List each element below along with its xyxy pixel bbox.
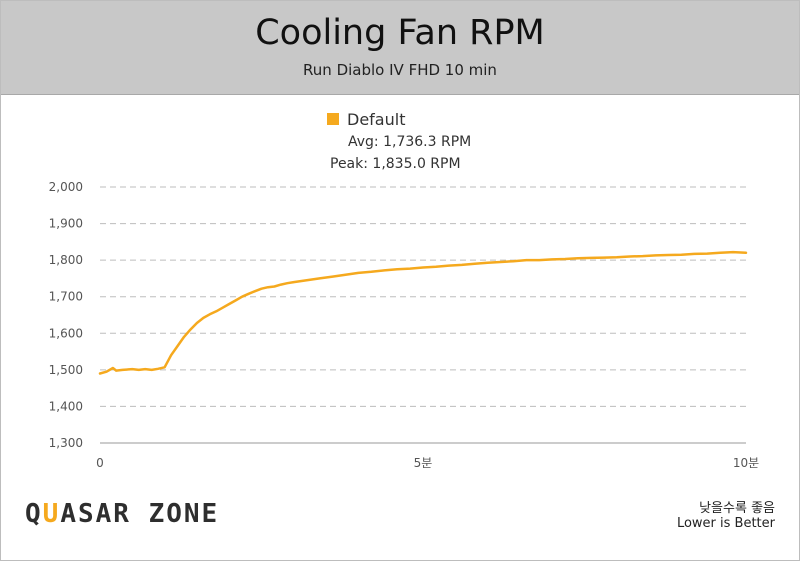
chart-subtitle: Run Diablo IV FHD 10 min [303,61,497,79]
legend: Default [327,110,405,129]
quasarzone-logo: QUASAR ZONE [25,499,220,529]
chart-header: Cooling Fan RPM Run Diablo IV FHD 10 min [1,1,799,95]
legend-swatch [327,113,339,125]
y-tick-label: 1,300 [49,436,83,450]
y-tick-label: 1,400 [49,399,83,413]
axes: 1,300 1,400 1,500 1,600 1,700 1,800 1,900 2,000… [49,180,760,470]
x-tick-label: 0 [96,456,104,470]
y-tick-label: 2,000 [49,180,83,194]
avg-stat: Avg: 1,736.3 RPM [348,134,472,150]
y-tick-label: 1,500 [49,363,83,377]
x-tick-label: 10분 [733,456,759,470]
legend-label: Default [347,110,406,129]
note-korean: 낮을수록 좋음 [699,501,775,516]
series-layer [98,250,748,375]
chart-title: Cooling Fan RPM [255,13,545,53]
series-line-default [98,250,748,375]
y-tick-label: 1,600 [49,326,83,340]
y-tick-label: 1,700 [49,290,83,304]
note-lower-is-better: Lower is Better [676,516,775,531]
y-tick-label: 1,800 [49,253,83,267]
x-tick-label: 5분 [414,456,433,470]
grid-lines [100,186,746,407]
peak-stat: Peak: 1,835.0 RPM [330,156,461,172]
y-tick-label: 1,900 [49,217,83,231]
